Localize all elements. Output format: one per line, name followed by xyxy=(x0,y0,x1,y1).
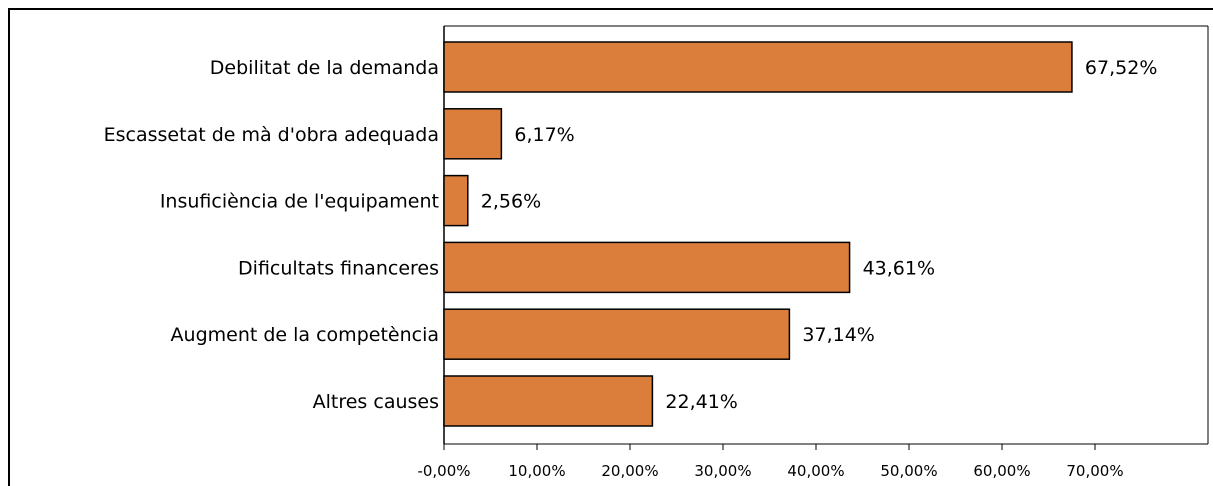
category-labels-group: Debilitat de la demanda Escassetat de mà … xyxy=(104,57,439,413)
data-label: 43,61% xyxy=(863,257,935,279)
category-label: Insuficiència de l'equipament xyxy=(160,191,439,213)
bar-5 xyxy=(443,375,654,427)
x-tick-label: 20,00% xyxy=(601,462,658,480)
bar-2 xyxy=(443,174,469,227)
x-tick-label: 60,00% xyxy=(973,462,1030,480)
bar-4 xyxy=(443,308,791,360)
x-axis: -0,00% 10,00% 20,00% 30,00% 40,00% 50,00% 60,0… xyxy=(417,444,1124,480)
bar-3 xyxy=(443,241,851,294)
x-tick-label: 30,00% xyxy=(694,462,751,480)
category-label: Altres causes xyxy=(313,391,439,413)
x-tick-label: 10,00% xyxy=(508,462,565,480)
data-label: 67,52% xyxy=(1085,57,1157,79)
category-label: Dificultats financeres xyxy=(238,257,439,279)
bar-0 xyxy=(443,41,1073,93)
data-label: 6,17% xyxy=(514,124,574,146)
data-label: 22,41% xyxy=(665,391,737,413)
category-label: Augment de la competència xyxy=(171,324,439,346)
data-label: 37,14% xyxy=(802,324,874,346)
data-label: 2,56% xyxy=(481,191,541,213)
bar-1 xyxy=(443,108,503,160)
x-tick-label: 70,00% xyxy=(1066,462,1123,480)
data-labels-group: 67,52% 6,17% 2,56% 43,61% 37,14% 22,41% xyxy=(481,57,1158,413)
x-tick-label: -0,00% xyxy=(417,462,470,480)
category-label: Debilitat de la demanda xyxy=(210,57,439,79)
bars-group xyxy=(443,41,1073,427)
plot-frame xyxy=(443,25,1209,445)
x-tick-label: 50,00% xyxy=(880,462,937,480)
category-label: Escassetat de mà d'obra adequada xyxy=(104,124,439,146)
x-tick-label: 40,00% xyxy=(787,462,844,480)
chart-frame xyxy=(8,8,1213,486)
